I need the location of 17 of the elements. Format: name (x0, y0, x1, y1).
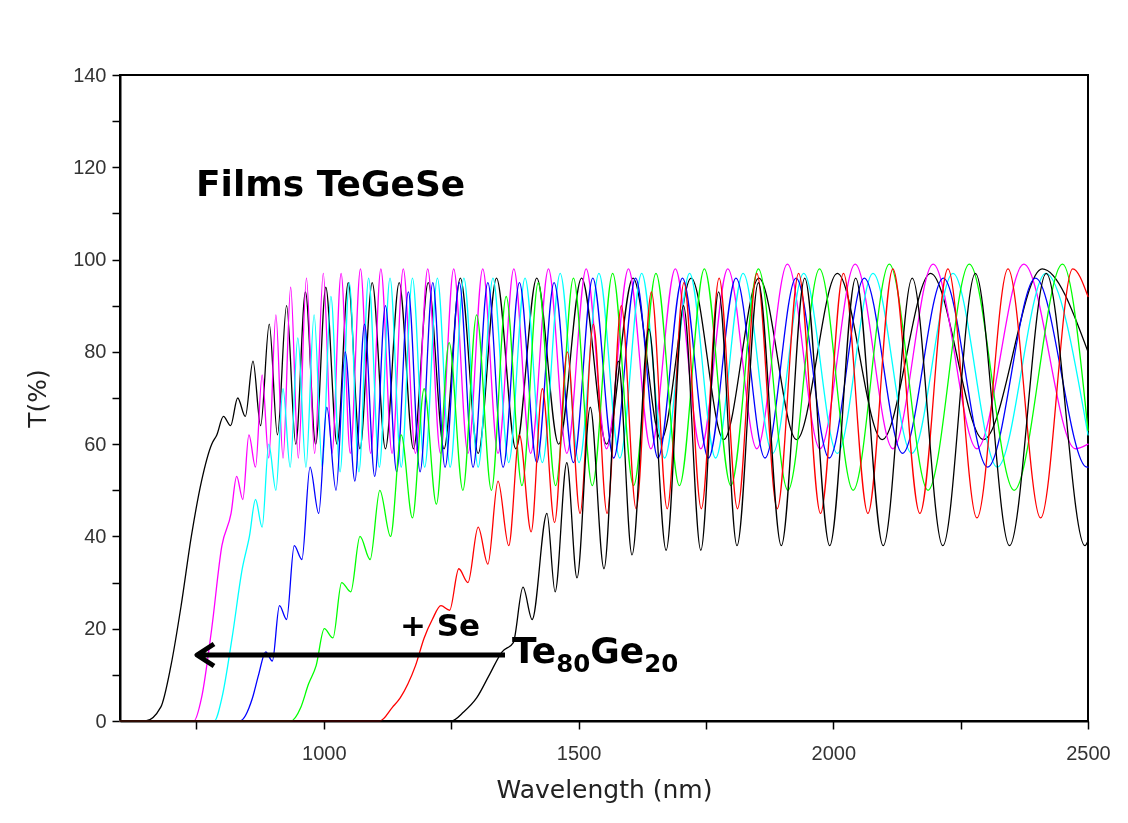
text: Films TeGeSe (196, 163, 466, 204)
x-tick-label: 2000 (811, 741, 857, 764)
y-axis-title: T(%) (23, 369, 53, 429)
y-tick-label: 0 (95, 709, 107, 732)
y-tick-label: 20 (84, 617, 107, 640)
x-tick-label: 1000 (302, 741, 347, 764)
y-tick-label: 100 (73, 248, 107, 271)
series-label: Te$_{80}$Ge$_{20}$ (512, 630, 679, 678)
y-tick-label: 80 (84, 340, 107, 363)
y-tick-label: 40 (84, 524, 107, 547)
y-tick-label: 60 (84, 432, 107, 455)
x-tick-label: 2500 (1066, 741, 1111, 764)
annotation: + Se (400, 607, 481, 643)
x-axis-title: Wavelength (nm) (496, 774, 713, 804)
y-tick-label: 140 (73, 63, 107, 86)
y-tick-label: 120 (73, 155, 107, 178)
x-tick-label: 1500 (556, 741, 602, 764)
